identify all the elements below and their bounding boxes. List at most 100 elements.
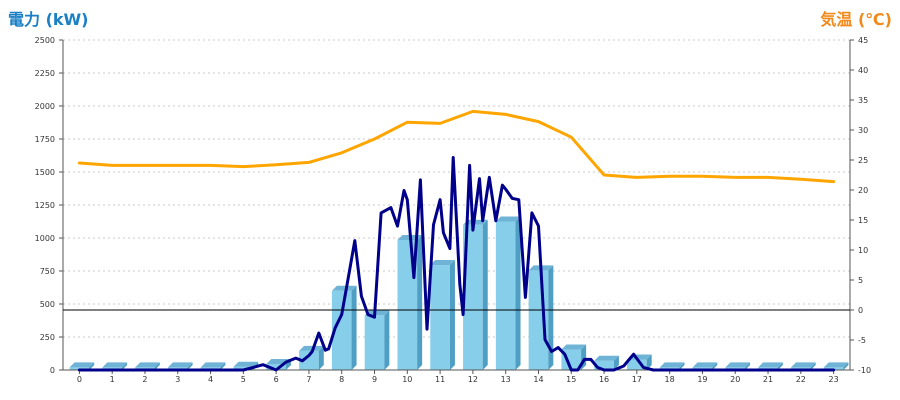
bar-side: [548, 265, 554, 370]
x-axis-tick: 6: [274, 375, 279, 384]
bar-side: [351, 285, 357, 370]
bar-front: [364, 315, 385, 370]
right-axis-tick: 30: [858, 126, 868, 135]
bar-top: [233, 361, 259, 367]
right-axis-tick: -10: [858, 366, 871, 375]
bar-top: [331, 285, 357, 291]
x-axis-tick: 5: [241, 375, 246, 384]
right-axis-tick: 15: [858, 216, 868, 225]
bar-side: [515, 216, 521, 370]
x-axis-tick: 0: [77, 375, 82, 384]
left-axis-tick: 1250: [35, 201, 55, 210]
bar-top: [364, 310, 390, 316]
x-axis-tick: 21: [763, 375, 773, 384]
power-line: [77, 156, 836, 372]
temperature-line: [77, 109, 836, 184]
right-axis-tick: 40: [858, 66, 868, 75]
right-axis-tick: 20: [858, 186, 868, 195]
left-axis-tick: 1750: [35, 135, 55, 144]
x-axis-tick: 9: [372, 375, 377, 384]
left-axis-tick: 750: [40, 267, 55, 276]
x-axis-tick: 12: [468, 375, 478, 384]
left-axis-tick: 1500: [35, 168, 55, 177]
tick-labels: 02505007501000125015001750200022502500-1…: [35, 36, 871, 384]
bar-top: [430, 260, 455, 266]
bar-front: [266, 364, 286, 370]
bar-front: [594, 360, 614, 370]
bar-top: [692, 362, 718, 368]
bar-top: [823, 362, 849, 368]
bar-top: [69, 362, 95, 368]
bar-top: [659, 362, 685, 368]
bar-side: [187, 362, 193, 370]
bar-top: [725, 362, 751, 368]
left-axis-tick: 1000: [35, 234, 55, 243]
bar-top: [299, 345, 324, 351]
bar: [331, 285, 357, 370]
bar-front: [233, 366, 254, 370]
bar-side: [417, 234, 423, 370]
bar-side: [810, 362, 816, 370]
grid-lines: [63, 39, 850, 338]
right-axis-tick: 35: [858, 96, 868, 105]
bar: [594, 355, 619, 370]
bar-front: [299, 350, 319, 370]
bar-top: [135, 362, 160, 368]
bar-side: [843, 362, 849, 370]
right-axis-tick: 45: [858, 36, 868, 45]
bar-front: [627, 359, 647, 370]
bar-top: [102, 362, 128, 368]
x-axis-tick: 11: [435, 375, 445, 384]
bar-front: [463, 224, 483, 370]
x-axis-tick: 13: [501, 375, 511, 384]
left-axis-tick: 500: [40, 300, 55, 309]
bar-top: [495, 216, 521, 222]
right-axis-tick: 0: [858, 306, 863, 315]
right-axis-label: 気温 (℃): [820, 10, 892, 29]
bar-side: [777, 362, 783, 370]
bar-front: [495, 221, 516, 370]
bar-side: [646, 354, 652, 370]
bar-side: [449, 260, 455, 370]
bar: [495, 216, 521, 370]
x-axis-tick: 4: [208, 375, 213, 384]
power-bars: [69, 216, 849, 370]
bar: [430, 260, 455, 370]
x-axis-tick: 14: [533, 375, 543, 384]
bar-side: [679, 362, 685, 370]
x-axis-tick: 15: [566, 375, 576, 384]
bar-side: [89, 362, 95, 370]
bar-front: [430, 265, 450, 370]
bar-top: [790, 362, 816, 368]
series-lines: [63, 109, 850, 372]
bar: [528, 265, 554, 370]
bar-top: [758, 362, 783, 368]
x-axis-tick: 23: [829, 375, 839, 384]
bar-top: [200, 362, 226, 368]
x-axis-tick: 18: [665, 375, 675, 384]
left-axis-tick: 0: [50, 366, 55, 375]
bar-side: [613, 355, 619, 370]
x-axis-tick: 20: [730, 375, 740, 384]
left-axis-tick: 250: [40, 333, 55, 342]
bar: [364, 310, 390, 370]
right-axis-tick: 10: [858, 246, 868, 255]
x-axis-tick: 2: [142, 375, 147, 384]
bar-side: [712, 362, 718, 370]
bar-side: [384, 310, 390, 370]
right-axis-tick: 25: [858, 156, 868, 165]
bar-top: [167, 362, 193, 368]
bar-side: [122, 362, 128, 370]
x-axis-tick: 19: [697, 375, 707, 384]
left-axis-tick: 2000: [35, 102, 55, 111]
left-axis-label: 電力 (kW): [8, 10, 89, 29]
x-axis-tick: 7: [306, 375, 311, 384]
x-axis-tick: 22: [796, 375, 806, 384]
bar-side: [220, 362, 226, 370]
bar-side: [318, 345, 324, 370]
bar-side: [745, 362, 751, 370]
x-axis-tick: 17: [632, 375, 642, 384]
bar-front: [331, 290, 352, 370]
x-axis-tick: 8: [339, 375, 344, 384]
